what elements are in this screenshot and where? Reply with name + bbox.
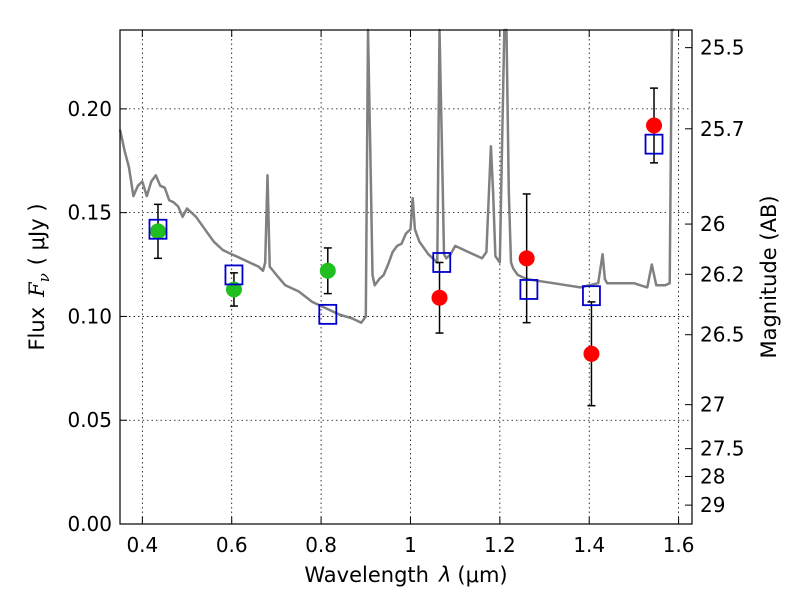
model-square-2 [318,303,338,325]
y-axis-label: Flux Fν ( μJy ) [25,203,53,350]
x-tick-label-2: 0.8 [305,533,337,557]
data-point-red-0 [431,289,448,306]
data-point-red-3 [646,117,663,134]
model-square-5 [582,285,601,307]
y2-tick-label-7: 28 [700,464,725,488]
y2-tick-label-4: 26.5 [700,323,745,347]
y-tick-label-1: 0.05 [67,408,112,432]
x-axis-label-unit: (μm) [457,563,507,587]
photometry-point-layer [149,117,663,362]
y2-tick-label-6: 27.5 [700,437,745,461]
x-axis-label-main: Wavelength [304,563,429,587]
x-tick-label-5: 1.4 [573,533,605,557]
data-point-green-1 [225,281,242,298]
data-point-green-2 [319,262,336,279]
data-point-green-0 [149,223,166,240]
model-square-4 [519,279,539,300]
x-tick-label-6: 1.6 [663,533,695,557]
y2-tick-label-1: 25.7 [700,117,745,141]
y-tick-label-2: 0.10 [67,304,112,328]
x-tick-label-1: 0.6 [216,533,248,557]
x-tick-label-0: 0.4 [126,533,158,557]
y2-tick-label-5: 27 [700,393,725,417]
y2-tick-label-3: 26.2 [700,262,745,286]
y2-axis-label: Magnitude (AB) [757,195,781,358]
y-axis-label-subscript: ν [35,273,53,282]
y2-tick-label-2: 26 [700,212,725,236]
x-axis-label-symbol: λ [438,563,451,587]
model-square-1 [224,264,244,286]
y2-tick-label-0: 25.5 [700,36,745,60]
data-point-red-2 [583,345,600,362]
data-point-red-1 [518,250,535,267]
model-square-layer [148,133,664,325]
x-tick-label-4: 1.2 [484,533,516,557]
y-tick-label-0: 0.00 [67,512,112,536]
model-square-6 [644,133,664,155]
ticks [120,30,692,525]
plot-frame [119,29,693,525]
y-axis-label-unit: ( μJy ) [25,203,49,265]
x-axis-label: Wavelength λ (μm) [304,563,507,587]
tick-labels: 0.4 0.6 0.8 1 1.2 1.4 1.6 0.00 0.05 0.10 0.15 0.20 2… [67,36,744,557]
y-axis-label-symbol: F [25,281,49,298]
y-tick-label-4: 0.20 [67,97,112,121]
model-spectrum-layer [118,28,675,324]
x-tick-label-3: 1 [404,533,417,557]
y-tick-label-3: 0.15 [67,201,112,225]
model-square-0 [148,218,168,240]
model-square-3 [432,252,452,273]
y2-tick-label-8: 29 [700,493,725,517]
y-axis-label-main: Flux [25,307,49,351]
model-spectrum-line [118,28,675,324]
